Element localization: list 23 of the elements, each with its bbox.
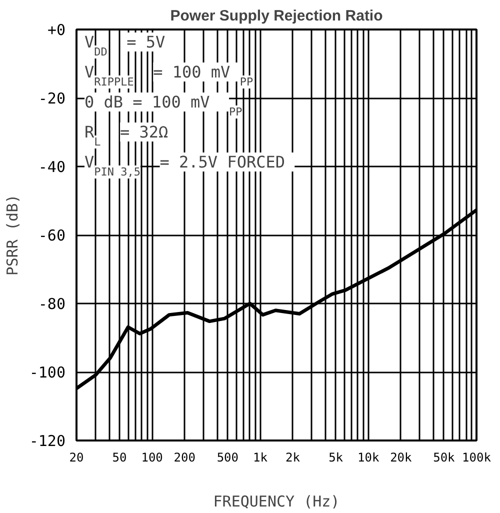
x-tick-label: 5k	[328, 450, 344, 464]
y-tick-label: -80	[38, 295, 66, 313]
y-tick-label: -120	[29, 432, 66, 450]
x-tick-label: 20	[69, 450, 84, 464]
x-tick-label: 100	[141, 450, 163, 464]
chart-title: Power Supply Rejection Ratio	[170, 8, 383, 24]
x-tick-label: 1k	[253, 450, 268, 464]
x-tick-label: 50k	[433, 450, 456, 464]
y-tick-label: -100	[29, 364, 66, 382]
x-tick-label: 20k	[390, 450, 413, 464]
x-tick-label: 2k	[286, 450, 301, 464]
y-tick-label: +0	[47, 21, 66, 39]
x-tick-label: 200	[174, 450, 196, 464]
x-tick-label: 10k	[358, 450, 380, 464]
text: 0 dB = 100 mVPP	[84, 92, 242, 118]
y-axis-title: PSRR (dB)	[3, 194, 22, 276]
x-tick-label: 500	[216, 450, 239, 464]
y-tick-label: -40	[38, 158, 66, 176]
y-tick-label: -20	[38, 90, 66, 108]
x-axis-title: FREQUENCY (Hz)	[213, 492, 340, 510]
x-tick-label: 50	[112, 450, 127, 464]
x-tick-label: 100k	[462, 450, 492, 464]
y-tick-label: -60	[38, 226, 66, 244]
